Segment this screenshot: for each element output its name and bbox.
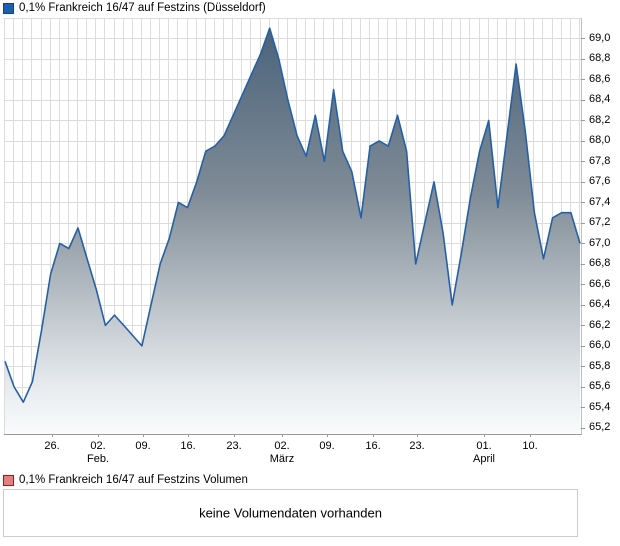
y-axis-label: 65,4 xyxy=(589,401,611,413)
y-axis-label: 66,8 xyxy=(589,257,611,269)
price-chart-svg xyxy=(4,18,581,434)
x-axis-day-label: 09. xyxy=(135,440,151,452)
x-tick-mark xyxy=(484,434,485,437)
x-axis-label: 02. März xyxy=(270,434,294,465)
x-tick-mark xyxy=(417,434,418,437)
y-axis: 69,0 68,8 68,6 68,4 68,2 68,0 67,8 67,6 67,4 67,2… xyxy=(581,18,620,434)
y-tick-mark xyxy=(581,428,585,429)
x-tick-mark xyxy=(373,434,374,437)
y-axis-label: 68,4 xyxy=(589,93,611,105)
x-axis-day-label: 09. xyxy=(319,440,335,452)
y-tick-mark xyxy=(581,264,585,265)
y-tick-mark xyxy=(581,407,585,408)
y-tick-mark xyxy=(581,284,585,285)
y-tick-mark xyxy=(581,79,585,80)
y-axis-label: 67,4 xyxy=(589,196,611,208)
x-axis-label: 01. April xyxy=(473,434,495,465)
x-axis-label: 09. xyxy=(319,434,334,452)
x-axis-day-label: 16. xyxy=(365,440,381,452)
y-axis-label: 66,4 xyxy=(589,298,611,310)
y-axis-label: 68,8 xyxy=(589,52,611,64)
x-axis-day-label: 01. xyxy=(476,440,492,452)
x-axis-label: 10. xyxy=(522,434,537,452)
y-tick-mark xyxy=(581,38,585,39)
y-tick-mark xyxy=(581,182,585,183)
x-tick-mark xyxy=(234,434,235,437)
y-tick-mark xyxy=(581,346,585,347)
volume-panel: keine Volumendaten vorhanden xyxy=(3,489,578,537)
y-tick-mark xyxy=(581,243,585,244)
y-axis-label: 68,6 xyxy=(589,73,611,85)
y-axis-label: 69,0 xyxy=(589,32,611,44)
y-axis-label: 65,2 xyxy=(589,421,611,433)
x-axis-label: 09. xyxy=(135,434,150,452)
y-axis-label: 66,2 xyxy=(589,319,611,331)
y-tick-mark xyxy=(581,161,585,162)
x-axis: 26. 02. Feb. 09. 16. 23. 02. März 09. 16. 23. 01. Ap… xyxy=(4,434,581,465)
x-tick-mark xyxy=(143,434,144,437)
x-tick-mark xyxy=(98,434,99,437)
x-axis-day-label: 02. xyxy=(274,440,290,452)
y-axis-label: 66,6 xyxy=(589,278,611,290)
x-tick-mark xyxy=(530,434,531,437)
x-axis-label: 23. xyxy=(226,434,241,452)
y-tick-mark xyxy=(581,387,585,388)
y-tick-mark xyxy=(581,305,585,306)
y-tick-mark xyxy=(581,202,585,203)
price-chart-plot xyxy=(4,18,582,435)
x-axis-month-label: Feb. xyxy=(86,453,110,465)
y-axis-label: 68,0 xyxy=(589,134,611,146)
x-tick-mark xyxy=(327,434,328,437)
x-axis-label: 26. xyxy=(44,434,59,452)
y-axis-label: 66,0 xyxy=(589,339,611,351)
price-area-fill xyxy=(5,28,580,434)
y-axis-label: 67,8 xyxy=(589,155,611,167)
price-legend-label: 0,1% Frankreich 16/47 auf Festzins (Düss… xyxy=(19,2,266,14)
x-axis-day-label: 23. xyxy=(226,440,242,452)
x-axis-day-label: 02. xyxy=(90,440,106,452)
y-tick-mark xyxy=(581,120,585,121)
x-axis-day-label: 10. xyxy=(522,440,538,452)
x-axis-day-label: 26. xyxy=(44,440,60,452)
volume-series-swatch-icon xyxy=(3,475,14,486)
price-line xyxy=(4,27,581,403)
x-axis-day-label: 23. xyxy=(409,440,425,452)
y-axis-label: 67,0 xyxy=(589,237,611,249)
x-tick-mark xyxy=(52,434,53,437)
volume-legend-label: 0,1% Frankreich 16/47 auf Festzins Volum… xyxy=(19,474,248,486)
y-axis-label: 65,6 xyxy=(589,380,611,392)
y-tick-mark xyxy=(581,59,585,60)
x-axis-day-label: 16. xyxy=(180,440,196,452)
y-axis-label: 65,8 xyxy=(589,360,611,372)
y-axis-label: 68,2 xyxy=(589,114,611,126)
y-tick-mark xyxy=(581,100,585,101)
volume-empty-message: keine Volumendaten vorhanden xyxy=(199,505,382,521)
x-axis-label: 02. Feb. xyxy=(87,434,109,465)
x-axis-month-label: März xyxy=(269,453,295,465)
x-axis-label: 16. xyxy=(180,434,195,452)
x-tick-mark xyxy=(282,434,283,437)
price-series-swatch-icon xyxy=(3,3,14,14)
y-tick-mark xyxy=(581,223,585,224)
y-tick-mark xyxy=(581,141,585,142)
y-axis-label: 67,6 xyxy=(589,175,611,187)
y-axis-label: 67,2 xyxy=(589,216,611,228)
x-axis-label: 16. xyxy=(365,434,380,452)
y-tick-mark xyxy=(581,325,585,326)
x-axis-label: 23. xyxy=(409,434,424,452)
y-tick-mark xyxy=(581,366,585,367)
x-tick-mark xyxy=(188,434,189,437)
x-axis-month-label: April xyxy=(472,453,496,465)
